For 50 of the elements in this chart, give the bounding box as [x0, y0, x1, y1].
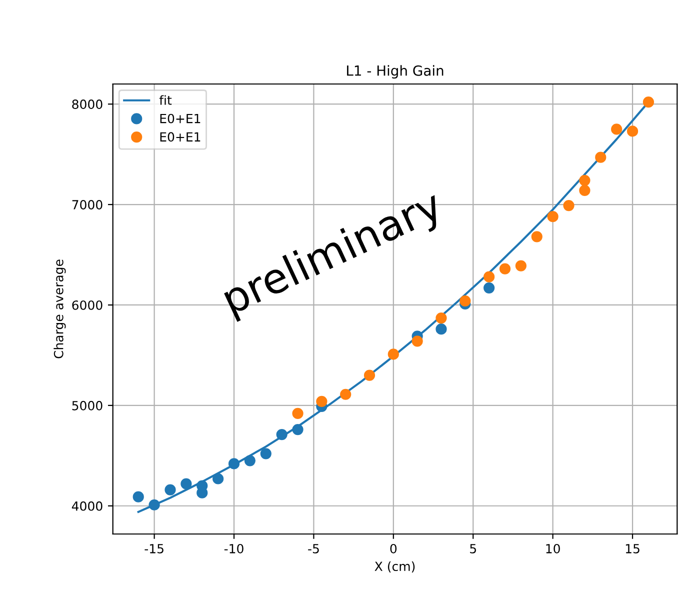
x-tick-label: 0 — [390, 544, 397, 554]
point — [132, 491, 144, 502]
point — [276, 429, 288, 440]
point — [244, 455, 256, 466]
point — [579, 174, 590, 186]
point — [595, 152, 606, 163]
point — [260, 448, 272, 460]
point — [292, 424, 304, 436]
point — [563, 200, 574, 212]
point — [148, 499, 160, 510]
x-tick-label: 15 — [626, 544, 640, 554]
legend-label: fit — [159, 95, 172, 105]
point — [292, 408, 304, 420]
y-tick-label: 4000 — [72, 501, 102, 511]
point — [484, 282, 495, 294]
chart-title: L1 - High Gain — [347, 65, 444, 79]
x-axis-title: X (cm) — [374, 561, 415, 573]
x-tick-label: 5 — [470, 544, 476, 554]
x-tick-label: -15 — [144, 544, 164, 554]
point — [531, 231, 542, 242]
y-tick-label: 6000 — [72, 300, 102, 310]
point — [484, 271, 495, 282]
point — [436, 324, 447, 335]
point — [364, 370, 376, 381]
point — [164, 484, 176, 496]
point — [316, 396, 328, 407]
x-tick-label: -10 — [224, 544, 244, 554]
legend-label: E0+E1 — [160, 132, 200, 142]
point — [547, 211, 558, 222]
point — [340, 388, 352, 400]
y-axis-title: Charge average — [54, 260, 66, 358]
point — [460, 295, 471, 307]
point — [626, 126, 638, 137]
y-tick-label: 8000 — [72, 100, 102, 110]
point — [228, 458, 240, 470]
x-tick-label: 10 — [546, 544, 560, 554]
point — [388, 348, 399, 360]
point — [412, 336, 423, 347]
point — [180, 478, 192, 490]
point — [611, 124, 622, 135]
point — [499, 263, 511, 274]
point — [212, 473, 224, 484]
y-tick-label: 5000 — [72, 400, 102, 410]
legend-label: E0+E1 — [160, 114, 200, 124]
y-tick-label: 7000 — [72, 200, 102, 210]
point — [642, 96, 654, 108]
point — [436, 312, 447, 324]
point — [515, 260, 526, 272]
x-tick-label: -5 — [308, 544, 319, 554]
point — [579, 184, 590, 196]
